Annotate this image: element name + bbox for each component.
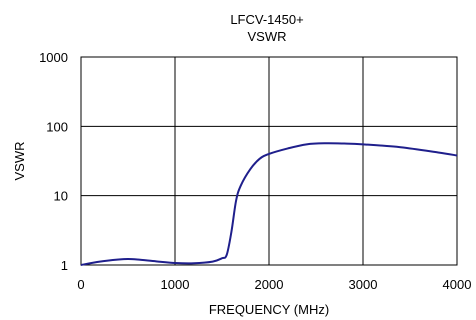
plot-area [80,56,458,266]
x-tick-label: 2000 [255,277,284,292]
tick-labels: 0 1000 2000 3000 4000 1 10 100 1000 [39,50,471,292]
y-axis-label: VSWR [12,142,27,181]
x-tick-label: 0 [77,277,84,292]
y-tick-label: 1 [61,258,68,273]
x-tick-label: 4000 [443,277,472,292]
chart-subtitle: VSWR [248,29,287,44]
series-layer [80,142,458,266]
grid [81,57,457,265]
x-tick-label: 1000 [161,277,190,292]
x-tick-label: 3000 [349,277,378,292]
y-tick-label: 1000 [39,50,68,65]
y-tick-label: 10 [54,189,68,204]
y-tick-label: 100 [46,119,68,134]
x-axis-label: FREQUENCY (MHz) [209,302,329,317]
series-line [80,142,458,266]
chart-title: LFCV-1450+ [230,12,303,27]
